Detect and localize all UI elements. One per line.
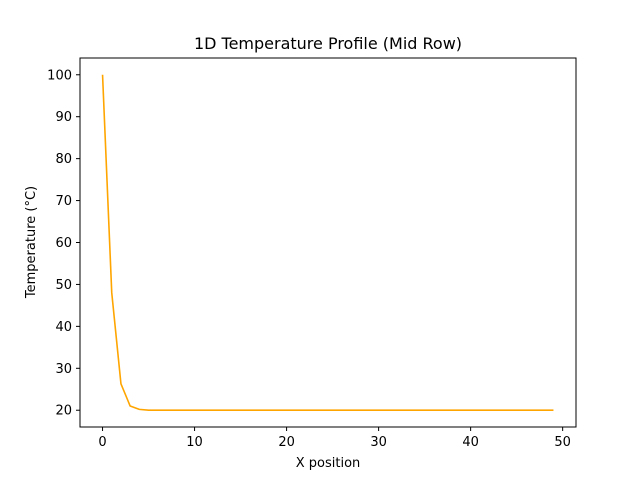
- series-line-0: [101, 74, 554, 412]
- y-tick-label: 70: [55, 194, 72, 209]
- y-tick-label: 60: [55, 236, 72, 251]
- x-axis-title: X position: [296, 456, 361, 471]
- y-tick-label: 50: [55, 278, 72, 293]
- x-tick-label: 0: [98, 435, 106, 450]
- y-tick-label: 100: [47, 68, 72, 83]
- axes-ticks: 0 10 20 30 40 50 20 30 40 50 60 70 80 90 100: [47, 68, 571, 450]
- x-tick-label: 50: [554, 435, 571, 450]
- y-tick-label: 40: [55, 320, 72, 335]
- y-tick-label: 30: [55, 362, 72, 377]
- y-tick-label: 90: [55, 110, 72, 125]
- chart-title: 1D Temperature Profile (Mid Row): [194, 34, 462, 53]
- x-tick-label: 30: [370, 435, 387, 450]
- y-axis-title: Temperature (°C): [24, 186, 39, 299]
- x-tick-label: 10: [186, 435, 203, 450]
- x-tick-label: 20: [278, 435, 295, 450]
- x-tick-label: 40: [462, 435, 479, 450]
- y-tick-label: 80: [55, 152, 72, 167]
- y-tick-label: 20: [55, 404, 72, 419]
